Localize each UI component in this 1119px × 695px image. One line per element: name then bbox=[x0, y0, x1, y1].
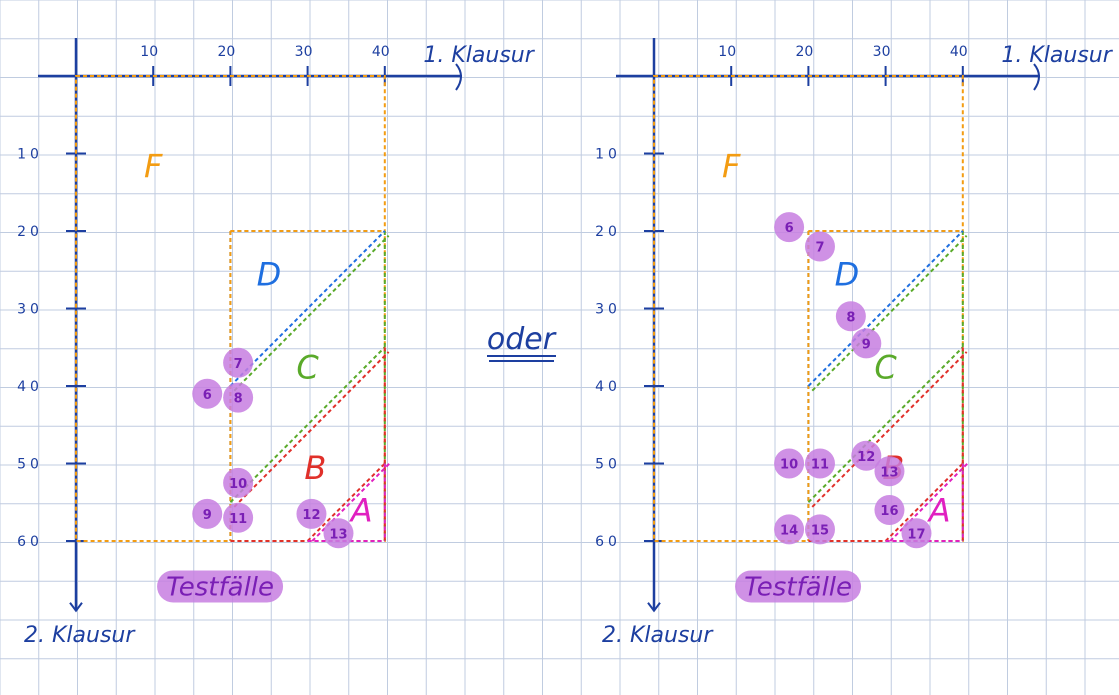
diagonal-b-upper bbox=[233, 351, 390, 508]
testcase-label: 7 bbox=[234, 357, 243, 372]
x-axis-arrow bbox=[1033, 63, 1040, 91]
panel-left: 10 20 30 40 10 20 30 40 50 60 1. Klausur 2. Klausur… bbox=[17, 38, 536, 648]
y-tick-label: 60 bbox=[17, 534, 43, 550]
y-axis-arrow bbox=[647, 602, 661, 613]
region-label-f: F bbox=[144, 147, 163, 185]
testcase-marker bbox=[835, 301, 866, 332]
diagonal-a bbox=[889, 462, 969, 542]
x-axis-label: 1. Klausur bbox=[1001, 43, 1113, 68]
testcase-marker bbox=[851, 440, 882, 471]
y-tick-label: 10 bbox=[595, 147, 621, 163]
testcase-marker bbox=[774, 212, 805, 243]
y-axis-arrow bbox=[69, 602, 83, 613]
x-axis-label: 1. Klausur bbox=[423, 43, 535, 68]
diagonal-c-upper bbox=[811, 234, 968, 392]
testcase-marker bbox=[774, 448, 805, 479]
y-tick-label: 40 bbox=[595, 379, 621, 395]
x-tick-label: 20 bbox=[217, 44, 235, 60]
testcase-label: 12 bbox=[857, 450, 875, 465]
testcase-label: 14 bbox=[780, 523, 798, 538]
y-tick-label: 30 bbox=[595, 302, 621, 318]
testcase-label: 6 bbox=[203, 388, 212, 403]
testcase-label: 6 bbox=[785, 221, 794, 236]
testcase-marker bbox=[851, 328, 882, 359]
y-tick-label: 60 bbox=[595, 534, 621, 550]
diagonal-b-lower bbox=[306, 462, 386, 542]
x-axis-arrow bbox=[455, 63, 462, 91]
y-tick-label: 50 bbox=[17, 457, 43, 473]
testcase-marker bbox=[296, 498, 327, 529]
testcases-highlight bbox=[157, 570, 284, 603]
testcase-marker bbox=[223, 382, 254, 413]
divider-word: oder bbox=[487, 322, 557, 357]
testcase-marker bbox=[804, 448, 835, 479]
testcase-label: 12 bbox=[302, 508, 320, 523]
testcase-marker bbox=[874, 495, 905, 525]
region-label-d: D bbox=[257, 255, 282, 293]
testcase-label: 8 bbox=[234, 392, 243, 407]
testcase-label: 7 bbox=[815, 241, 824, 256]
testcase-label: 9 bbox=[203, 508, 212, 523]
diagonal-c-lower bbox=[807, 346, 964, 503]
region-label-f: F bbox=[722, 147, 741, 185]
panel-right: 10 20 30 40 10 20 30 40 50 60 1. Klausur 2. Klausur… bbox=[595, 38, 1114, 648]
y-tick-label: 10 bbox=[17, 147, 43, 163]
testcase-marker bbox=[223, 467, 254, 498]
testcase-marker bbox=[774, 514, 805, 545]
diagonal-b-upper bbox=[811, 351, 968, 508]
testcase-marker bbox=[804, 231, 835, 262]
testcase-marker bbox=[323, 518, 354, 549]
region-label-b: B bbox=[304, 449, 326, 487]
region-label-a: A bbox=[927, 492, 951, 530]
y-tick-label: 50 bbox=[595, 457, 621, 473]
testcase-label: 8 bbox=[846, 310, 855, 325]
testcase-marker bbox=[223, 347, 254, 378]
testcase-label: 17 bbox=[907, 527, 925, 542]
testcase-label: 13 bbox=[880, 465, 898, 480]
testcase-label: 10 bbox=[229, 477, 247, 492]
testcase-label: 16 bbox=[880, 504, 898, 519]
y-tick-label: 40 bbox=[17, 379, 43, 395]
region-label-d: D bbox=[835, 255, 860, 293]
region-label-c: C bbox=[874, 348, 897, 386]
y-axis-label: 2. Klausur bbox=[24, 623, 136, 648]
testcase-label: 10 bbox=[780, 458, 798, 473]
diagonal-c-lower bbox=[229, 346, 386, 503]
y-axis-label: 2. Klausur bbox=[602, 623, 714, 648]
x-tick-label: 40 bbox=[372, 44, 390, 60]
y-tick-label: 20 bbox=[17, 224, 43, 240]
testcase-marker bbox=[901, 518, 932, 549]
testcase-marker bbox=[192, 378, 223, 409]
x-tick-label: 20 bbox=[795, 44, 813, 60]
region-label-a: A bbox=[349, 492, 373, 530]
diagonal-a bbox=[311, 462, 391, 542]
x-tick-label: 40 bbox=[950, 44, 968, 60]
testcase-label: 15 bbox=[811, 523, 829, 538]
x-tick-label: 10 bbox=[718, 44, 736, 60]
testcase-label: 13 bbox=[329, 527, 347, 542]
testcase-label: 11 bbox=[811, 458, 829, 473]
x-tick-label: 30 bbox=[873, 44, 891, 60]
testcase-marker bbox=[192, 498, 223, 529]
x-tick-label: 10 bbox=[140, 44, 158, 60]
y-tick-label: 30 bbox=[17, 302, 43, 318]
region-label-c: C bbox=[296, 348, 319, 386]
diagonal-b-lower bbox=[884, 462, 964, 542]
testcases-label: Testfälle bbox=[166, 572, 274, 602]
testcase-marker bbox=[223, 502, 254, 533]
x-tick-label: 30 bbox=[295, 44, 313, 60]
testcase-marker bbox=[874, 456, 905, 487]
diagonal-d bbox=[807, 230, 964, 387]
testcase-label: 9 bbox=[862, 337, 871, 352]
diagonal-d bbox=[229, 230, 386, 387]
testcases-label: Testfälle bbox=[744, 572, 852, 602]
testcase-label: 11 bbox=[229, 512, 247, 527]
testcase-marker bbox=[804, 514, 835, 545]
diagonal-c-upper bbox=[233, 234, 390, 392]
y-tick-label: 20 bbox=[595, 224, 621, 240]
testcases-highlight bbox=[735, 570, 862, 603]
